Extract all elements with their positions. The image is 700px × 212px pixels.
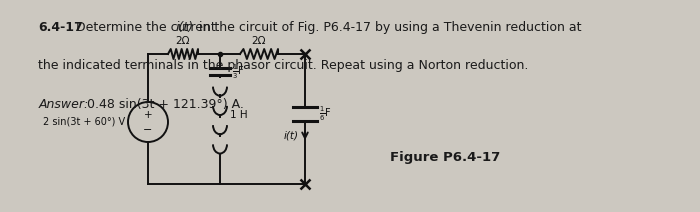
Text: i(t): i(t)	[284, 131, 299, 141]
Text: Answer:: Answer:	[38, 98, 89, 110]
Text: −: −	[144, 125, 153, 135]
Text: i(t): i(t)	[176, 21, 194, 34]
Text: 0.48 sin(3t + 121.39°) A.: 0.48 sin(3t + 121.39°) A.	[83, 98, 244, 110]
Text: 2Ω: 2Ω	[176, 36, 190, 46]
Text: the indicated terminals in the phasor circuit. Repeat using a Norton reduction.: the indicated terminals in the phasor ci…	[38, 59, 529, 72]
Text: +: +	[144, 110, 153, 120]
Text: 1 H: 1 H	[230, 110, 248, 120]
Text: $\frac{1}{6}$F: $\frac{1}{6}$F	[319, 105, 332, 123]
Text: $\frac{1}{3}$F: $\frac{1}{3}$F	[232, 62, 244, 81]
Text: 2 sin(3t + 60°) V: 2 sin(3t + 60°) V	[43, 117, 125, 127]
Text: in the circuit of Fig. P6.4-17 by using a Thevenin reduction at: in the circuit of Fig. P6.4-17 by using …	[195, 21, 581, 34]
Text: Determine the current: Determine the current	[72, 21, 220, 34]
Text: 6.4-17: 6.4-17	[38, 21, 83, 34]
Text: Figure P6.4-17: Figure P6.4-17	[390, 151, 500, 163]
Text: 2Ω: 2Ω	[252, 36, 266, 46]
